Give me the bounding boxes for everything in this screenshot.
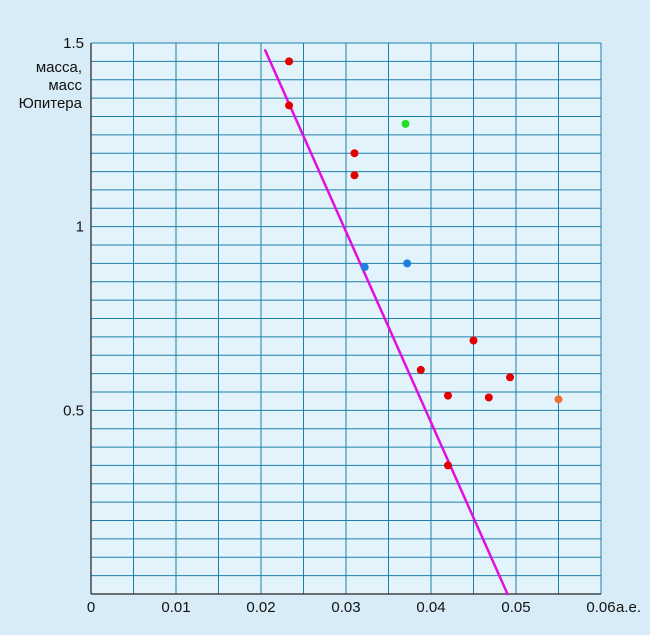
data-point: [350, 149, 359, 158]
x-tick-label: 0.03: [331, 599, 360, 616]
data-point: [444, 461, 452, 470]
y-tick-label: 0.5: [63, 402, 84, 419]
data-point: [484, 393, 493, 402]
x-tick-label: 0.02: [246, 599, 275, 616]
data-point: [350, 171, 359, 180]
grid: [90, 42, 602, 595]
y-tick-label: 1.5: [63, 35, 84, 52]
trend-line-layer: [264, 49, 509, 596]
data-point: [285, 57, 294, 66]
y-axis-label-line: масса,: [36, 59, 82, 76]
data-point: [403, 259, 412, 268]
y-axis-label-line: масс: [48, 77, 82, 94]
y-axis-label-line: Юпитера: [19, 95, 83, 112]
points-layer: [285, 57, 563, 470]
data-point: [416, 365, 425, 374]
x-tick-label: 0.05: [501, 599, 530, 616]
axes: [90, 43, 601, 595]
data-point: [444, 391, 452, 400]
x-tick-label: 0.01: [161, 599, 190, 616]
data-point: [285, 101, 294, 110]
x-tick-label: 0.06: [586, 599, 615, 616]
data-point: [506, 373, 515, 382]
data-point: [360, 263, 369, 272]
data-point: [469, 336, 478, 345]
data-point: [554, 395, 563, 404]
labels-layer: 0 0.01 0.02 0.03 0.04 0.05 0.06 а.е. 0.5 1 1.5 масс…: [19, 35, 641, 616]
x-tick-label: 0.04: [416, 599, 445, 616]
y-tick-label: 1: [76, 219, 84, 236]
x-axis-unit: а.е.: [616, 599, 641, 616]
data-point: [401, 119, 410, 128]
trend-line: [264, 49, 509, 596]
x-tick-label: 0: [87, 599, 95, 616]
